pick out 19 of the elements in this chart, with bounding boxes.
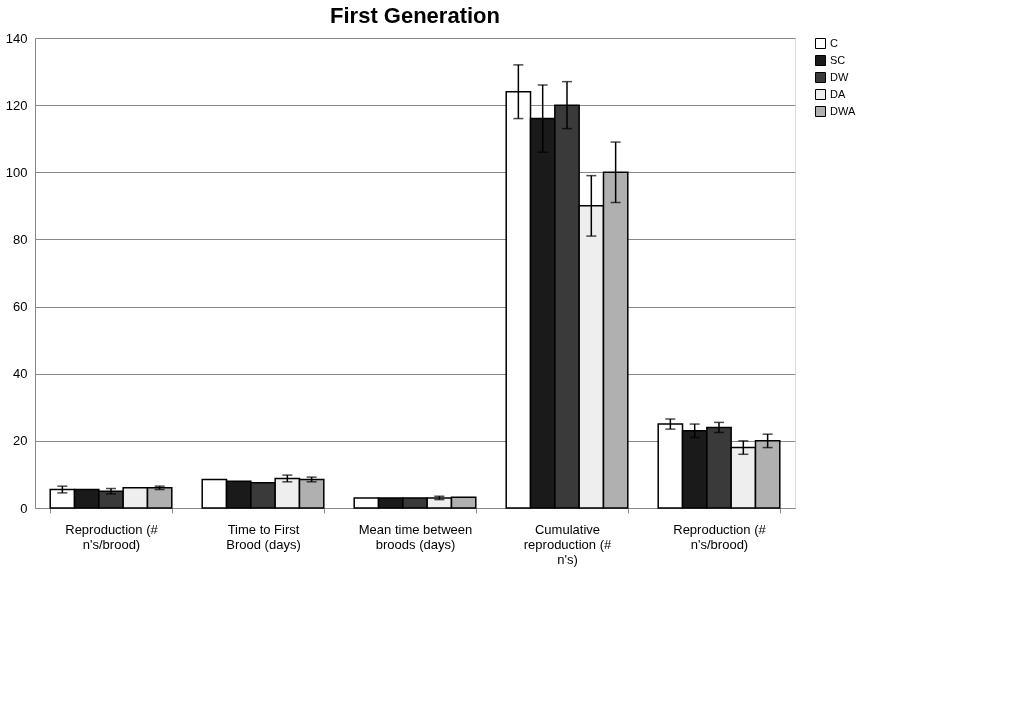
y-tick-label: 40 [13, 366, 28, 382]
legend-label: DA [830, 87, 846, 100]
y-tick-label: 0 [20, 500, 28, 516]
y-tick-label: 60 [13, 299, 28, 315]
x-tick-label: Mean time between broods (days) [358, 521, 473, 552]
legend-label: DW [830, 70, 849, 83]
x-tick-label: Cumulative reproduction (# n's) [523, 521, 612, 567]
y-tick-label: 100 [5, 164, 28, 180]
legend-label: SC [830, 53, 846, 66]
x-tick-label: Reproduction (# n's/brood) [673, 521, 767, 552]
chart-title: First Generation [330, 3, 500, 28]
x-tick-label: Time to First Brood (days) [226, 521, 301, 552]
y-tick-label: 140 [5, 30, 28, 46]
y-tick-label: 20 [13, 433, 28, 449]
y-tick-label: 120 [5, 97, 28, 113]
y-tick-label: 80 [13, 231, 28, 247]
x-tick-label: Reproduction (# n's/brood) [65, 521, 159, 552]
legend-label: C [830, 36, 838, 49]
legend-label: DWA [830, 104, 856, 117]
